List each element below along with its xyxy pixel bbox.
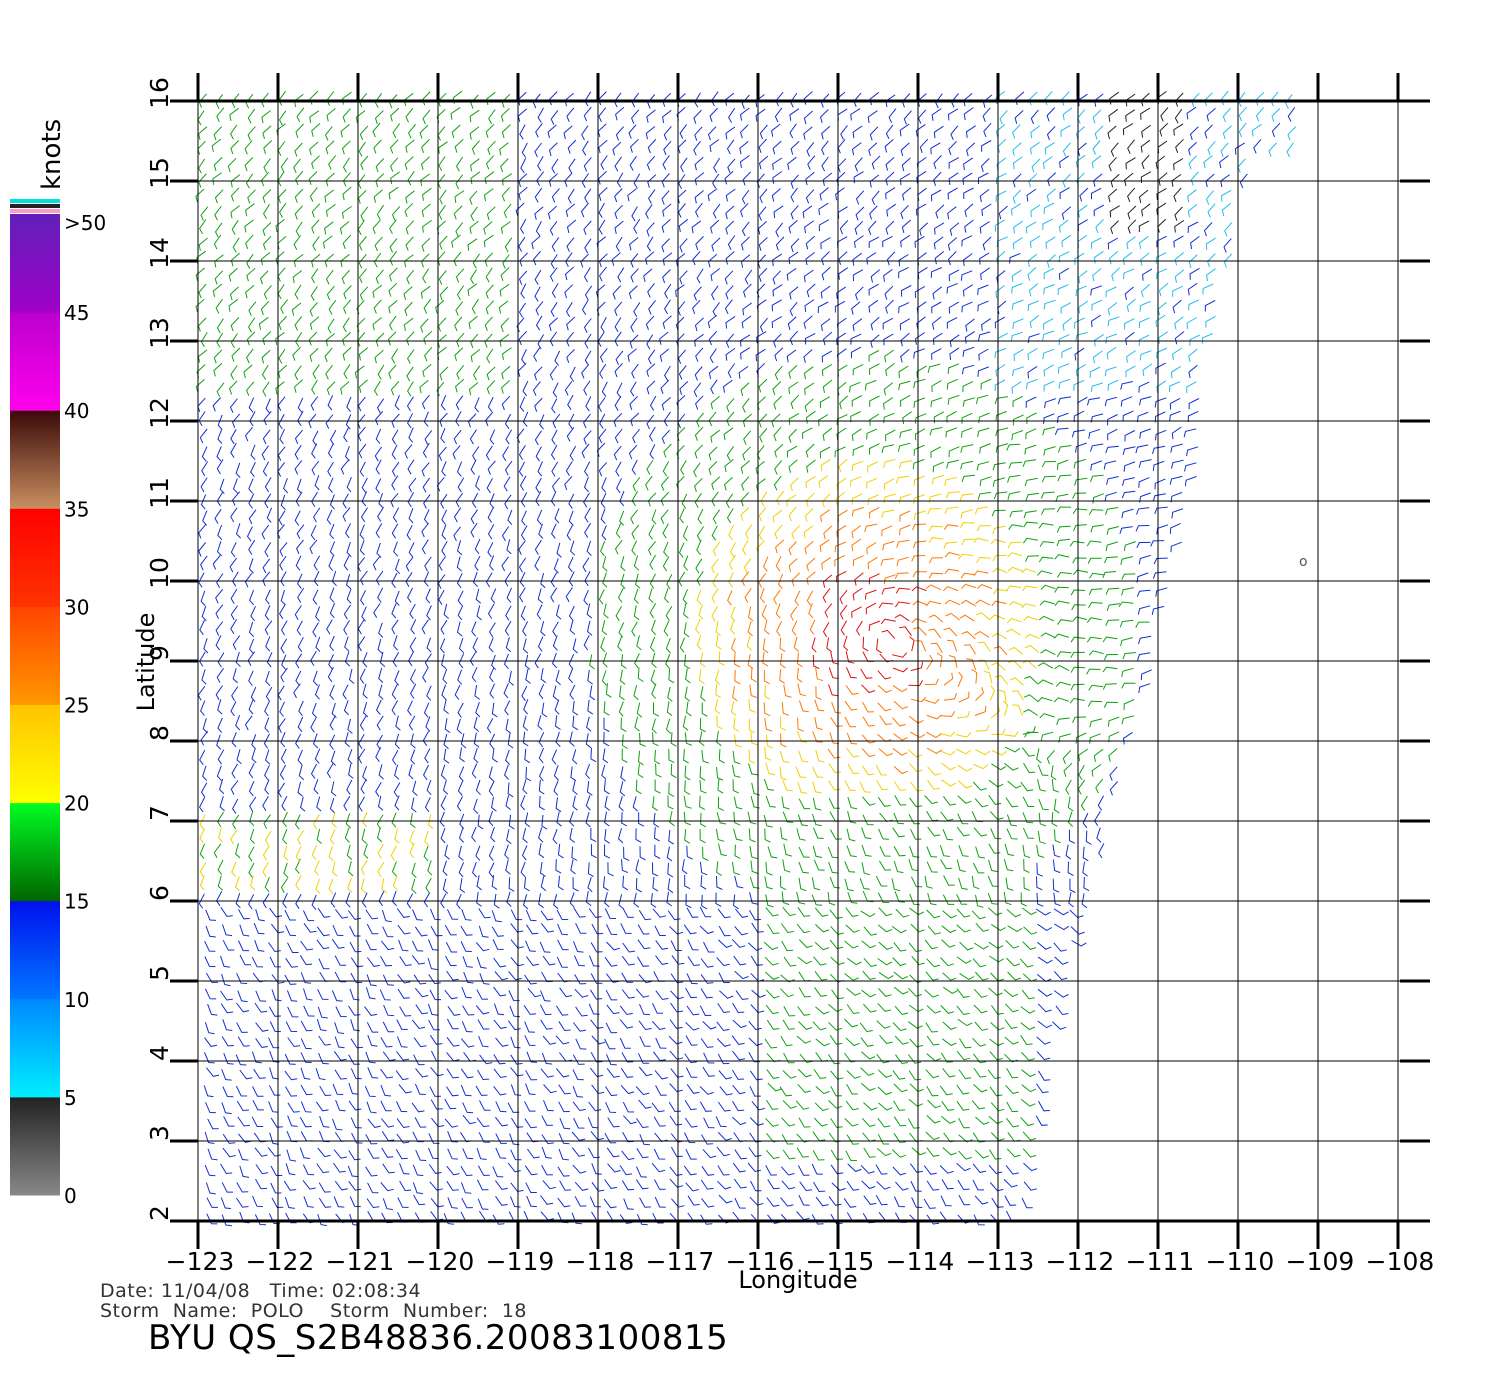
date-time-line: Date: 11/04/08 Time: 02:08:34 — [100, 1280, 422, 1302]
x-tick-label: −111 — [1126, 1247, 1195, 1276]
x-tick-label: −123 — [166, 1247, 235, 1276]
colorbar-segment — [10, 900, 60, 1000]
colorbar-top-stripe — [10, 204, 60, 208]
x-tick-label: −109 — [1286, 1247, 1355, 1276]
colorbar-tick-label: 0 — [64, 1184, 77, 1208]
colorbar-segment — [10, 704, 60, 804]
wind-barb-group — [1107, 90, 1185, 235]
colorbar-segment — [10, 802, 60, 902]
colorbar-tick-label: 10 — [64, 988, 89, 1012]
colorbar-top-stripe — [10, 209, 60, 213]
y-tick-label: 3 — [145, 1125, 174, 1141]
x-tick-label: −119 — [486, 1247, 555, 1276]
colorbar-unit-label: knots — [37, 119, 67, 190]
x-axis-label: Longitude — [738, 1266, 857, 1294]
x-tick-label: −116 — [726, 1247, 795, 1276]
colorbar-tick-label: 5 — [64, 1086, 77, 1110]
x-tick-labels: −123 −122 −121 −120 −119 −118 −117 −116 −115 −114… — [166, 1247, 1435, 1276]
small-marker-glyph: o — [1299, 554, 1308, 570]
colorbar-tick-label: >50 — [64, 211, 106, 235]
wind-barb-group — [727, 506, 1008, 775]
colorbar-tick-label: 35 — [64, 497, 89, 521]
colorbar-tick-label: 25 — [64, 694, 89, 718]
wind-barb-group — [811, 570, 927, 697]
y-tick-label: 16 — [145, 77, 174, 109]
y-tick-label: 8 — [145, 725, 174, 741]
x-tick-label: −118 — [566, 1247, 635, 1276]
wind-barb-group — [195, 90, 1150, 1162]
x-tick-label: −113 — [966, 1247, 1035, 1276]
y-axis-label: Latitude — [132, 613, 160, 712]
x-tick-label: −112 — [1046, 1247, 1115, 1276]
x-tick-label: −121 — [326, 1247, 395, 1276]
wind-vectors — [195, 90, 1297, 1227]
grid-lines — [197, 100, 1430, 1222]
colorbar-tick-labels: >50 45 40 35 30 25 20 15 10 5 0 — [64, 211, 106, 1208]
y-tick-label: 9 — [145, 645, 174, 661]
x-tick-label: −120 — [406, 1247, 475, 1276]
y-tick-label: 4 — [145, 1045, 174, 1061]
map-frame — [170, 73, 1430, 1249]
x-tick-label: −115 — [806, 1247, 875, 1276]
colorbar-tick-label: 40 — [64, 399, 89, 423]
colorbar-segment — [10, 312, 60, 411]
wind-barb-group — [197, 91, 1296, 1227]
colorbar-top-stripe — [10, 199, 60, 203]
product-id: BYU QS_S2B48836.20083100815 — [148, 1318, 729, 1358]
y-tick-labels: 2 3 4 5 6 7 8 9 10 11 12 13 14 15 16 — [145, 77, 174, 1221]
colorbar-tick-label: 15 — [64, 890, 89, 914]
colorbar-segment — [10, 1096, 60, 1196]
y-tick-label: 12 — [145, 397, 174, 429]
x-tick-label: −108 — [1366, 1247, 1435, 1276]
x-tick-label: −114 — [886, 1247, 955, 1276]
storm-info-line: Storm Name: POLO Storm Number: 18 — [100, 1300, 528, 1322]
y-tick-label: 7 — [145, 805, 174, 821]
y-tick-label: 5 — [145, 965, 174, 981]
colorbar-tick-label: 20 — [64, 792, 89, 816]
colorbar-segment — [10, 508, 60, 607]
y-tick-label: 15 — [145, 157, 174, 189]
y-tick-label: 6 — [145, 885, 174, 901]
y-tick-label: 10 — [145, 557, 174, 589]
y-tick-label: 11 — [145, 477, 174, 509]
y-tick-label: 14 — [145, 237, 174, 269]
wind-barb-group — [199, 458, 1040, 895]
wind-barb-group — [994, 90, 1297, 394]
colorbar-segment — [10, 606, 60, 705]
colorbar-segment — [10, 214, 60, 313]
y-tick-label: 13 — [145, 317, 174, 349]
x-tick-label: −110 — [1206, 1247, 1275, 1276]
colorbar-tick-label: 30 — [64, 595, 89, 619]
colorbar-tick-label: 45 — [64, 301, 89, 325]
x-tick-label: −117 — [646, 1247, 715, 1276]
y-tick-label: 2 — [145, 1205, 174, 1221]
colorbar-segment — [10, 998, 60, 1098]
colorbar — [10, 199, 60, 1196]
colorbar-segment — [10, 410, 60, 509]
x-tick-label: −122 — [246, 1247, 315, 1276]
